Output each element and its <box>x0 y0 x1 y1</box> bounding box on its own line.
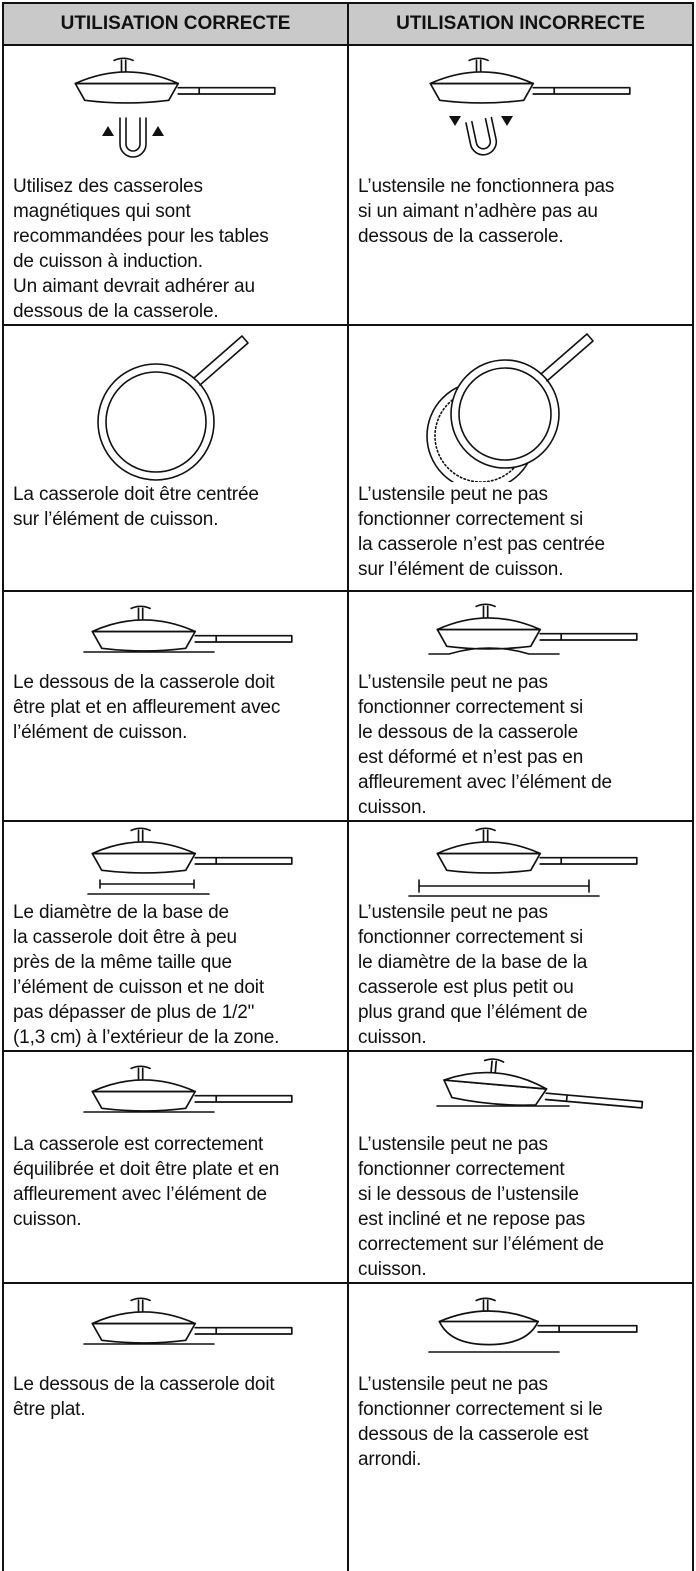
cell-text: Le dessous de la casserole doit être plat… <box>4 670 347 745</box>
cell: Le dessous de la casserole doit être plat… <box>2 590 349 822</box>
cell-text: L’ustensile peut ne pas fonctionner corre… <box>349 670 692 820</box>
cell-text: L’ustensile peut ne pas fonctionner corre… <box>349 482 692 582</box>
cell-text: Le diamètre de la base de la casserole do… <box>4 900 347 1050</box>
cell: La casserole est correctement équilibrée … <box>2 1050 349 1284</box>
text-line: Le diamètre de la base de <box>13 902 229 923</box>
cell: L’ustensile peut ne pas fonctionner corre… <box>347 590 694 822</box>
cell: Le dessous de la casserole doit être plat… <box>2 1282 349 1571</box>
text-line: (1,3 cm) à l’extérieur de la zone. <box>13 1027 280 1048</box>
text-line: affleurement avec l’élément de <box>358 772 612 793</box>
illustration <box>83 1297 293 1345</box>
row: La casserole est correctement équilibrée … <box>2 1050 694 1284</box>
header-correct: UTILISATION CORRECTE <box>2 2 349 46</box>
header-row: UTILISATION CORRECTE UTILISATION INCORRE… <box>2 2 694 46</box>
cell-text: L’ustensile peut ne pas fonctionner corre… <box>349 900 692 1050</box>
text-line: cuisson. <box>13 1209 82 1230</box>
text-line: L’ustensile peut ne pas <box>358 484 548 505</box>
cell-text: Utilisez des casseroles magnétiques qui s… <box>4 174 347 324</box>
illustration <box>428 603 638 655</box>
text-line: l’élément de cuisson. <box>13 722 188 743</box>
cell: L’ustensile ne fonctionnera pas si un aim… <box>347 44 694 326</box>
illustration <box>429 57 631 156</box>
text-line: plus grand que l’élément de <box>358 1002 588 1023</box>
row: La casserole doit être centrée sur l’élém… <box>2 324 694 592</box>
text-line: magnétiques qui sont <box>13 201 191 222</box>
text-line: est déformé et n’est pas en <box>358 747 584 768</box>
text-line: L’ustensile ne fonctionnera pas <box>358 176 615 197</box>
cell: L’ustensile peut ne pas fonctionner corre… <box>347 1050 694 1284</box>
row: Utilisez des casseroles magnétiques qui s… <box>2 44 694 326</box>
cell: La casserole doit être centrée sur l’élém… <box>2 324 349 592</box>
text-line: L’ustensile peut ne pas <box>358 1134 548 1155</box>
text-line: être plat. <box>13 1399 86 1420</box>
text-line: La casserole est correctement <box>13 1134 264 1155</box>
text-line: Un aimant devrait adhérer au <box>13 276 255 297</box>
text-line: cuisson. <box>358 1259 427 1280</box>
text-line: Le dessous de la casserole doit <box>13 1374 275 1395</box>
illustration <box>428 1297 638 1353</box>
cell-text: L’ustensile ne fonctionnera pas si un aim… <box>349 174 692 249</box>
cell: Le diamètre de la base de la casserole do… <box>2 820 349 1052</box>
text-line: fonctionner correctement si <box>358 697 584 718</box>
cell-text: L’ustensile peut ne pas fonctionner corre… <box>349 1132 692 1282</box>
text-line: fonctionner correctement <box>358 1159 565 1180</box>
text-line: le diamètre de la base de la <box>358 952 588 973</box>
text-line: Utilisez des casseroles <box>13 176 203 197</box>
text-line: si un aimant n’adhère pas au <box>358 201 598 222</box>
text-line: L’ustensile peut ne pas <box>358 902 548 923</box>
text-line: près de la même taille que <box>13 952 232 973</box>
text-line: casserole est plus petit ou <box>358 977 574 998</box>
cell-text: L’ustensile peut ne pas fonctionner corre… <box>349 1372 692 1472</box>
cell: L’ustensile peut ne pas fonctionner corre… <box>347 1282 694 1571</box>
text-line: sur l’élément de cuisson. <box>358 559 564 580</box>
cell: Utilisez des casseroles magnétiques qui s… <box>2 44 349 326</box>
text-line: sur l’élément de cuisson. <box>13 509 219 530</box>
text-line: cuisson. <box>358 797 427 818</box>
text-line: si le dessous de l’ustensile <box>358 1184 579 1205</box>
text-line: le dessous de la casserole <box>358 722 579 743</box>
cell-text: La casserole est correctement équilibrée … <box>4 1132 347 1232</box>
text-line: pas dépasser de plus de 1/2" <box>13 1002 255 1023</box>
text-line: fonctionner correctement si <box>358 509 584 530</box>
text-line: est incliné et ne repose pas <box>358 1209 586 1230</box>
text-line: équilibrée et doit être plate et en <box>13 1159 280 1180</box>
text-line: l’élément de cuisson et ne doit <box>13 977 264 998</box>
text-line: la casserole n’est pas centrée <box>358 534 605 555</box>
text-line: la casserole doit être à peu <box>13 927 237 948</box>
text-line: fonctionner correctement si <box>358 927 584 948</box>
cell-text: Le dessous de la casserole doit être plat… <box>4 1372 347 1422</box>
row: Le dessous de la casserole doit être plat… <box>2 590 694 822</box>
illustration <box>436 1054 646 1118</box>
text-line: arrondi. <box>358 1449 422 1470</box>
cell: L’ustensile peut ne pas fonctionner corre… <box>347 324 694 592</box>
text-line: Le dessous de la casserole doit <box>13 672 275 693</box>
text-line: L’ustensile peut ne pas <box>358 672 548 693</box>
text-line: L’ustensile peut ne pas <box>358 1374 548 1395</box>
text-line: dessous de la casserole est <box>358 1424 589 1445</box>
illustration <box>97 335 249 481</box>
illustration <box>426 333 594 482</box>
text-line: La casserole doit être centrée <box>13 484 259 505</box>
cell: L’ustensile peut ne pas fonctionner corre… <box>347 820 694 1052</box>
illustration <box>87 827 293 895</box>
text-line: affleurement avec l’élément de <box>13 1184 267 1205</box>
text-line: dessous de la casserole. <box>13 301 219 322</box>
cell-text: La casserole doit être centrée sur l’élém… <box>4 482 347 532</box>
text-line: correctement sur l’élément de <box>358 1234 604 1255</box>
text-line: de cuisson à induction. <box>13 251 203 272</box>
illustration <box>408 827 638 897</box>
header-incorrect: UTILISATION INCORRECTE <box>347 2 694 46</box>
text-line: cuisson. <box>358 1027 427 1048</box>
row: Le diamètre de la base de la casserole do… <box>2 820 694 1052</box>
text-line: recommandées pour les tables <box>13 226 269 247</box>
row: Le dessous de la casserole doit être plat… <box>2 1282 694 1571</box>
illustration <box>83 605 293 653</box>
text-line: dessous de la casserole. <box>358 226 564 247</box>
illustration <box>83 1065 293 1113</box>
text-line: être plat et en affleurement avec <box>13 697 281 718</box>
illustration <box>74 57 276 158</box>
text-line: fonctionner correctement si le <box>358 1399 603 1420</box>
